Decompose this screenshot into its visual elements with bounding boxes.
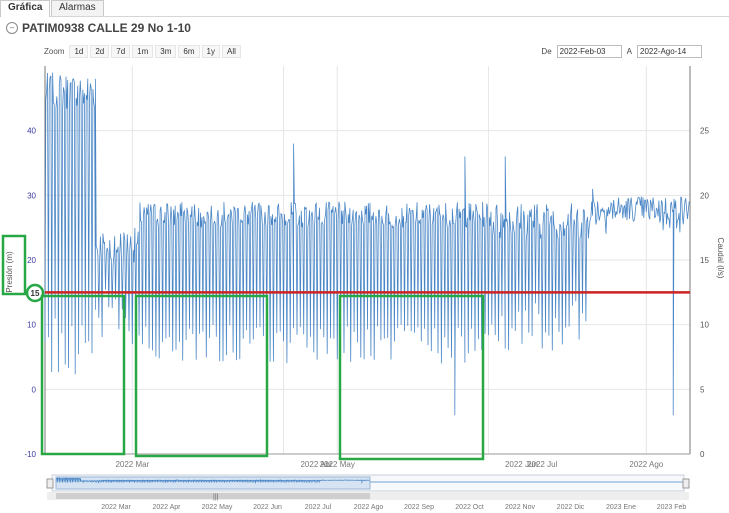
- x-tick-label: 2022 Jul: [527, 460, 557, 469]
- y-left-tick-label: 40: [27, 127, 36, 136]
- zoom-label: Zoom: [44, 46, 65, 56]
- zoom-1d-button[interactable]: 1d: [69, 44, 89, 58]
- navigator-selection[interactable]: [55, 476, 371, 490]
- y-left-tick-label: 20: [27, 256, 36, 265]
- zoom-7d-button[interactable]: 7d: [111, 44, 131, 58]
- navigator-tick-label: 2022 Apr: [152, 504, 181, 511]
- zoom-1y-button[interactable]: 1y: [201, 44, 220, 58]
- to-date-input[interactable]: [637, 44, 702, 58]
- series-line: [44, 72, 690, 416]
- y-right-tick-label: 10: [700, 321, 709, 330]
- navigator-tick-label: 2022 Ago: [354, 504, 384, 511]
- title-row: – PATIM0938 CALLE 29 No 1-10: [6, 20, 191, 36]
- zoom-2d-button[interactable]: 2d: [90, 44, 110, 58]
- x-tick-label: 2022 Ago: [629, 460, 663, 469]
- y-left-tick-label: 30: [27, 191, 36, 200]
- tab-alarmas[interactable]: Alarmas: [51, 0, 104, 16]
- navigator-tick-label: 2022 Jun: [253, 504, 282, 511]
- zoom-all-button[interactable]: All: [222, 44, 241, 58]
- navigator-tick-label: 2022 Mar: [101, 504, 131, 511]
- to-label: A: [626, 46, 632, 56]
- y-left-axis-title: Presión (m): [5, 251, 14, 293]
- scrollbar-grip-icon: |||: [213, 494, 219, 501]
- y-right-tick-label: 15: [700, 256, 709, 265]
- navigator-tick-label: 2023 Ene: [606, 504, 636, 511]
- zoom-6m-button[interactable]: 6m: [178, 44, 200, 58]
- zoom-3m-button[interactable]: 3m: [155, 44, 177, 58]
- threshold-label: 15: [31, 289, 40, 298]
- tab-alarmas-label: Alarmas: [59, 2, 96, 13]
- navigator-tick-label: 2023 Feb: [657, 504, 687, 511]
- annotation-box-2: [134, 294, 269, 458]
- navigator-right-handle[interactable]: [682, 478, 690, 489]
- y-left-tick-label: 10: [27, 321, 36, 330]
- navigator-series: [55, 477, 684, 484]
- annotation-box-axis-title: [1, 234, 27, 296]
- navigator-tick-label: 2022 May: [202, 504, 233, 511]
- navigator-tick-label: 2022 Oct: [455, 504, 483, 511]
- x-tick-label: 2022 Mar: [115, 460, 149, 469]
- y-right-tick-label: 20: [700, 191, 709, 200]
- y-right-axis-title: Caudal (l/s): [716, 238, 725, 279]
- scrollbar-thumb[interactable]: [56, 493, 370, 499]
- date-range: De A: [536, 44, 702, 58]
- y-right-tick-label: 5: [700, 385, 705, 394]
- y-left-tick-label: 0: [32, 385, 37, 394]
- zoom-1m-button[interactable]: 1m: [132, 44, 154, 58]
- tab-grafica[interactable]: Gráfica: [0, 0, 51, 17]
- tab-grafica-label: Gráfica: [8, 2, 43, 13]
- collapse-icon[interactable]: –: [6, 22, 18, 34]
- tab-bar: Gráfica Alarmas: [0, 0, 729, 17]
- x-tick-label: 2022 May: [320, 460, 355, 469]
- y-right-tick-label: 0: [700, 450, 705, 459]
- navigator-tick-label: 2022 Nov: [505, 504, 535, 511]
- zoom-controls: Zoom 1d 2d 7d 1m 3m 6m 1y All: [44, 44, 243, 58]
- navigator-tick-label: 2022 Sep: [404, 504, 434, 511]
- threshold-label-circle: [25, 283, 45, 303]
- navigator-left-handle[interactable]: [46, 478, 54, 489]
- navigator-tick-label: 2022 Jul: [305, 504, 332, 511]
- y-left-tick-label: -10: [24, 450, 36, 459]
- annotation-box-3: [338, 294, 485, 461]
- navigator-tick-label: 2022 Dic: [557, 504, 585, 511]
- from-label: De: [541, 46, 552, 56]
- x-tick-label: 2022 Abr: [300, 460, 332, 469]
- from-date-input[interactable]: [556, 44, 622, 58]
- y-right-tick-label: 25: [700, 127, 709, 136]
- annotation-box-1: [40, 294, 126, 456]
- x-tick-label: 2022 Jun: [505, 460, 538, 469]
- chart-title: PATIM0938 CALLE 29 No 1-10: [22, 21, 191, 35]
